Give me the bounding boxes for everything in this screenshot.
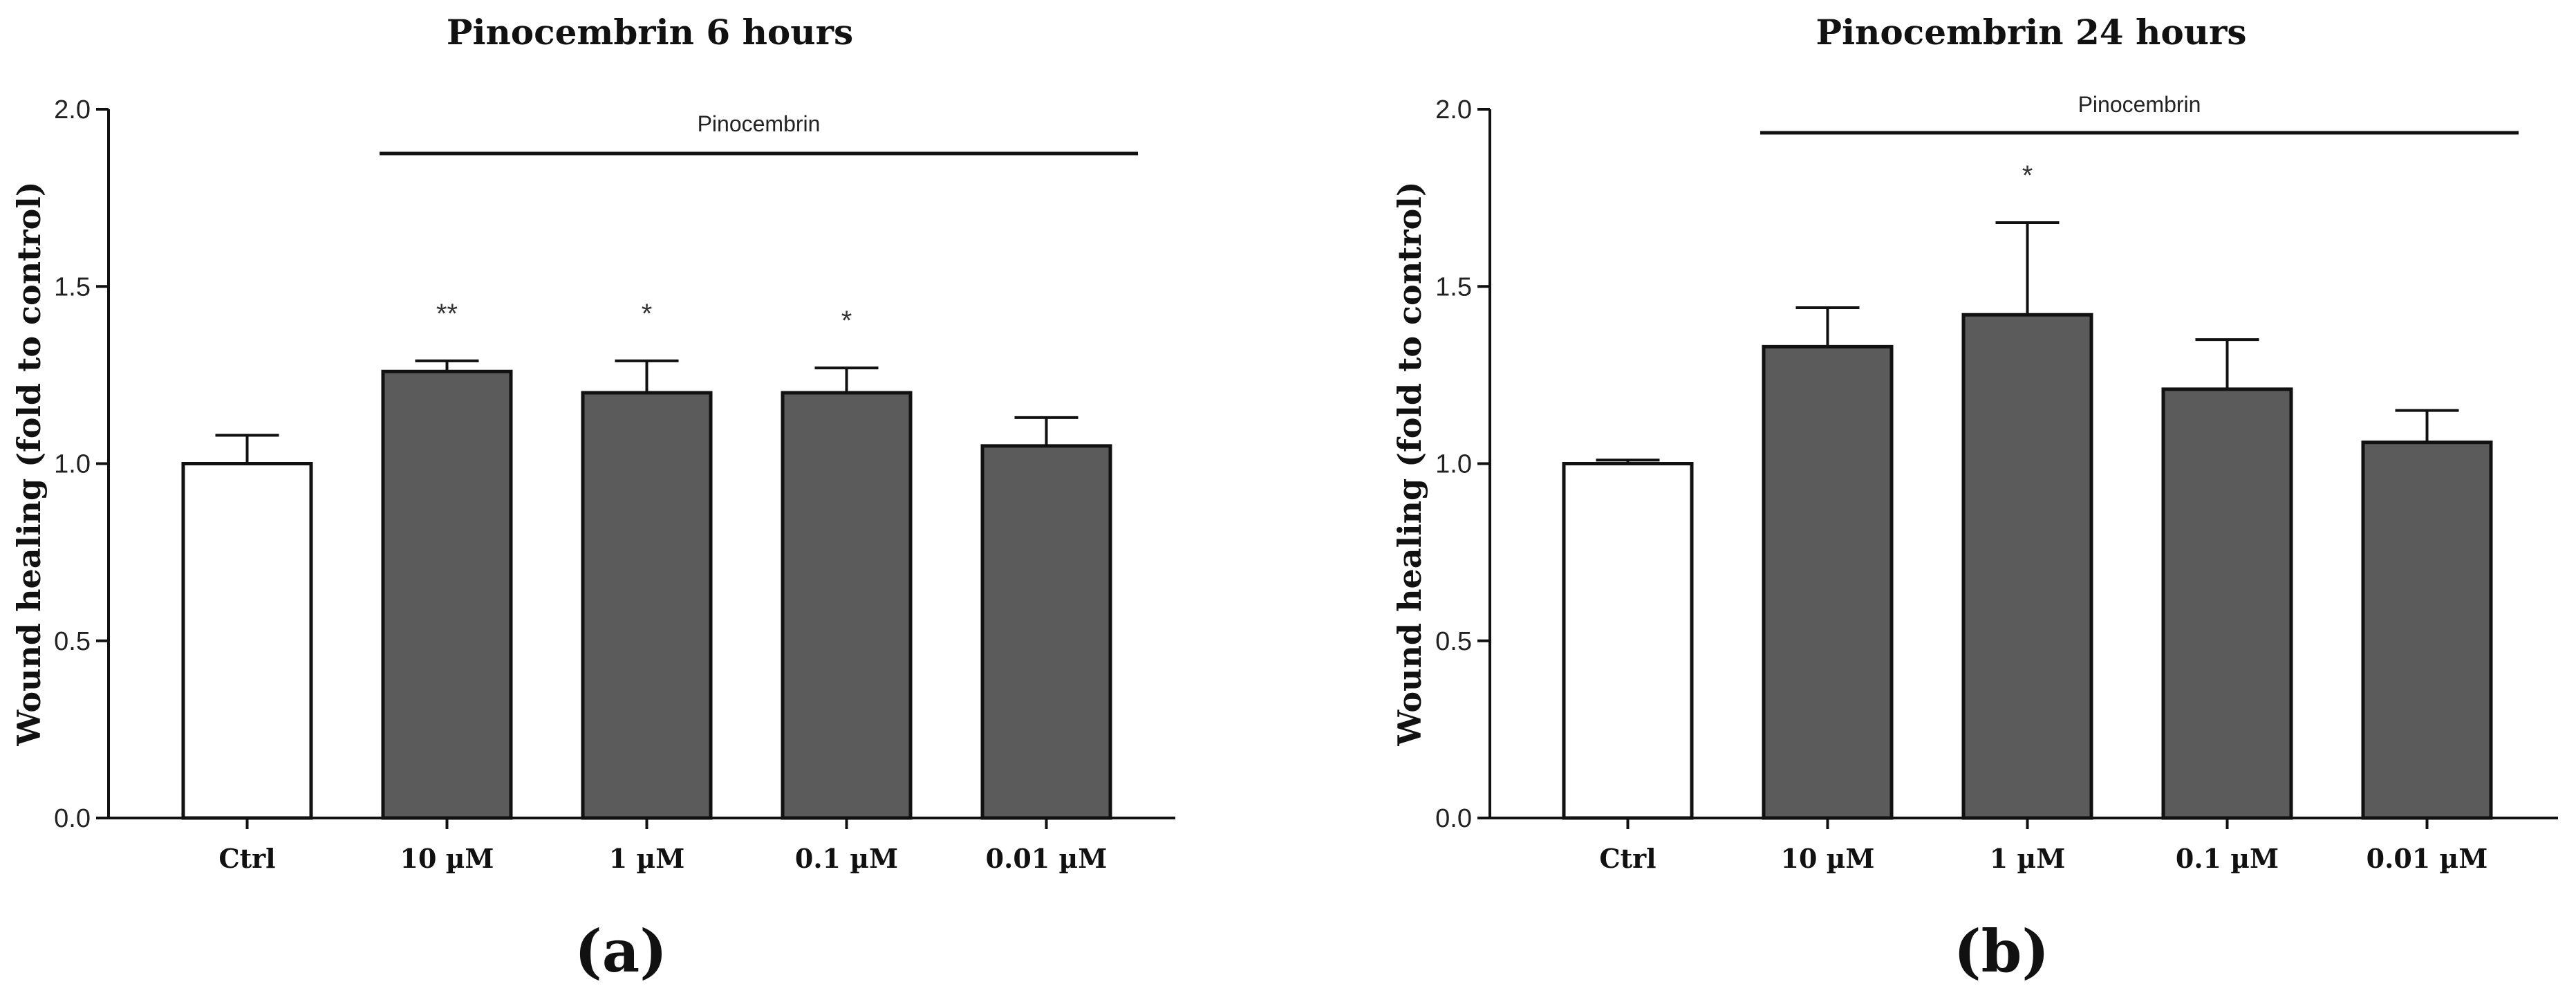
group-label: Pinocembrin xyxy=(2078,92,2201,117)
panel-label: (a) xyxy=(575,917,667,985)
x-tick-label: Ctrl xyxy=(218,843,275,874)
y-tick-label: 0.0 xyxy=(54,804,91,833)
y-tick-label: 1.0 xyxy=(1435,450,1472,479)
y-tick-label: 2.0 xyxy=(1435,95,1472,124)
y-tick-label: 1.0 xyxy=(54,450,91,479)
x-tick-label: 10 µM xyxy=(1781,843,1875,874)
x-tick-label: Ctrl xyxy=(1599,843,1656,874)
x-tick-label: 0.01 µM xyxy=(2367,843,2488,874)
bar xyxy=(181,462,313,820)
chart-b: Pinocembrin 24 hours 0.0 0.5 1.0 1.5 2.0 Wound… xyxy=(1391,12,2558,985)
bar xyxy=(980,444,1112,820)
bar xyxy=(581,391,713,820)
x-tick-label: 0.01 µM xyxy=(986,843,1108,874)
chart-a: Pinocembrin 6 hours 0.0 0.5 1.0 1.5 2.0 Wound … xyxy=(10,12,1175,985)
significance-marker: * xyxy=(2022,160,2033,191)
bar xyxy=(2361,440,2493,820)
x-tick-label: 0.1 µM xyxy=(2176,843,2279,874)
y-tick-label: 1.5 xyxy=(54,272,91,301)
chart-title: Pinocembrin 6 hours xyxy=(447,12,853,53)
x-tick-label: 1 µM xyxy=(1990,843,2066,874)
significance-marker: * xyxy=(642,299,653,329)
panel-label: (b) xyxy=(1954,917,2049,985)
y-tick-label: 2.0 xyxy=(54,95,91,124)
y-tick-label: 1.5 xyxy=(1435,272,1472,301)
group-label: Pinocembrin xyxy=(698,111,821,136)
y-axis-label: Wound healing (fold to control) xyxy=(10,181,48,746)
x-tick-label: 1 µM xyxy=(609,843,685,874)
y-tick-label: 0.5 xyxy=(1435,627,1472,656)
bar xyxy=(781,391,913,820)
y-axis-label: Wound healing (fold to control) xyxy=(1391,181,1428,746)
bar xyxy=(381,369,513,820)
significance-marker: * xyxy=(841,306,852,336)
y-tick-label: 0.5 xyxy=(54,627,91,656)
bar xyxy=(2161,387,2293,820)
x-tick-label: 10 µM xyxy=(400,843,494,874)
y-tick-label: 0.0 xyxy=(1435,804,1472,833)
bar xyxy=(1562,462,1694,820)
x-tick-label: 0.1 µM xyxy=(795,843,898,874)
bar xyxy=(1762,344,1894,820)
chart-title: Pinocembrin 24 hours xyxy=(1816,12,2246,53)
significance-marker: ** xyxy=(436,299,458,329)
bar xyxy=(1961,313,2093,820)
